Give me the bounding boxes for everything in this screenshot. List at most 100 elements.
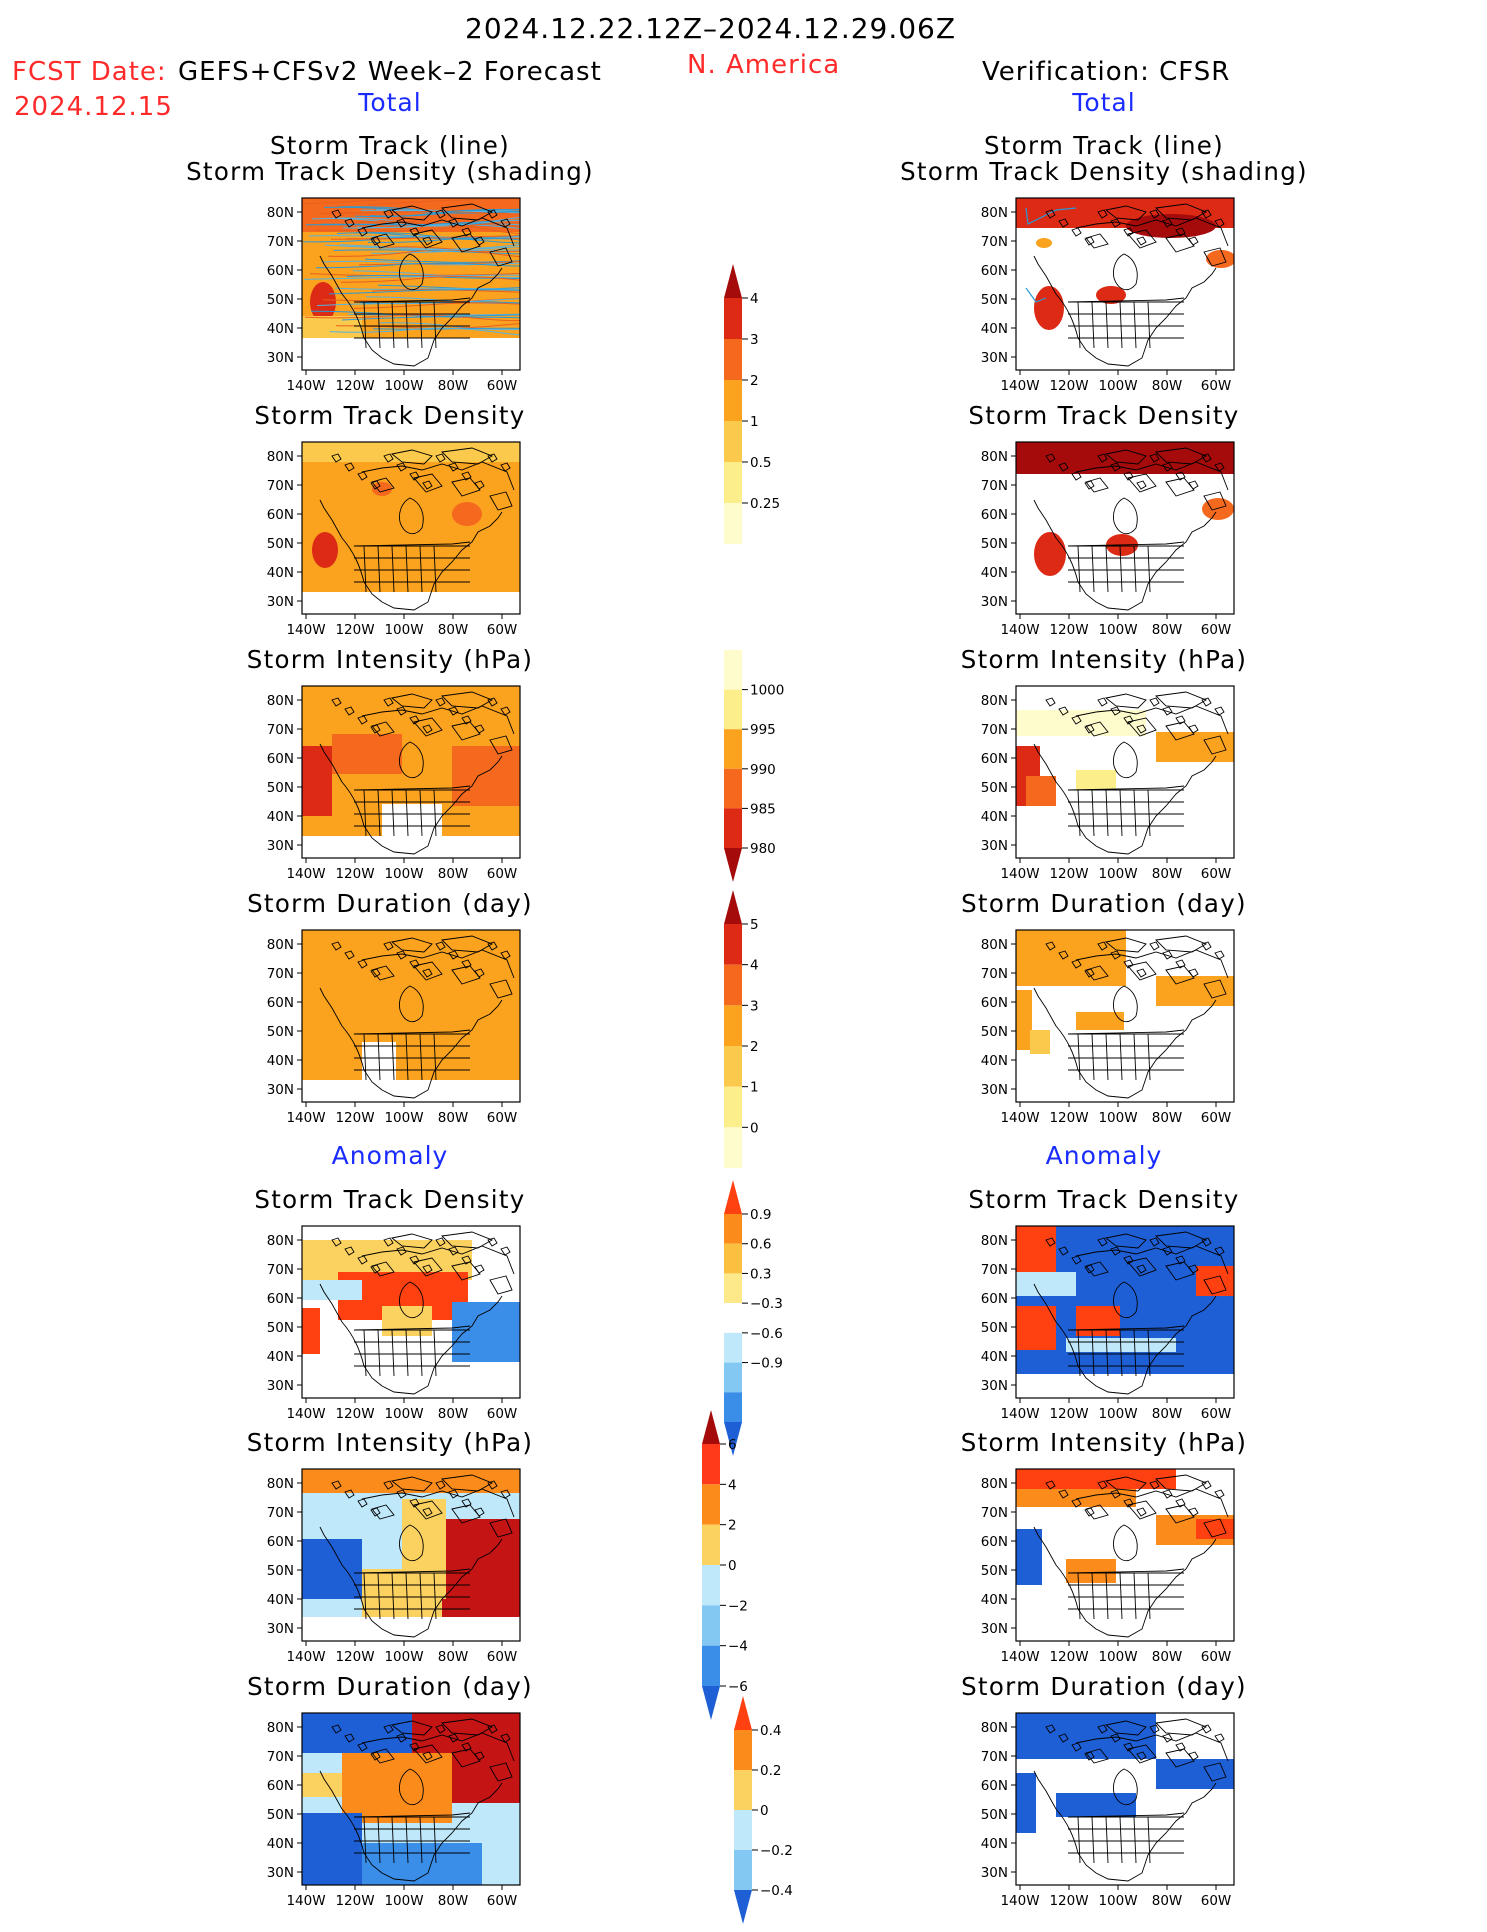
lon-label: 120W — [1049, 1110, 1088, 1126]
storm-track-line — [370, 249, 520, 254]
right-anom-density-title: Storm Track Density — [968, 1185, 1240, 1214]
map-frame — [301, 1225, 521, 1399]
lat-label: 70N — [267, 1749, 294, 1765]
colorbar-segment — [724, 1303, 742, 1333]
lat-label: 30N — [267, 1865, 294, 1881]
colorbar-segment — [734, 1730, 752, 1770]
lat-label: 50N — [267, 1320, 294, 1336]
field-blob — [1206, 250, 1234, 268]
colorbar-cap-top — [724, 890, 742, 924]
map-frame — [301, 929, 521, 1103]
map-frame — [1015, 685, 1235, 859]
lat-label: 60N — [267, 263, 294, 279]
lon-label: 100W — [1098, 866, 1137, 882]
colorbar-segment — [724, 1214, 742, 1244]
colorbar-label: −2 — [728, 1598, 748, 1614]
lon-label: 60W — [487, 378, 518, 394]
lat-label: 30N — [267, 594, 294, 610]
map-background — [302, 442, 520, 614]
colorbar-label: −4 — [728, 1639, 748, 1655]
storm-track-line — [311, 218, 520, 227]
lon-label: 140W — [1000, 1649, 1039, 1665]
storm-track-line — [324, 244, 520, 251]
field-blob — [1034, 532, 1066, 576]
lon-label: 60W — [1201, 1649, 1232, 1665]
colorbar-segment — [724, 689, 742, 730]
lat-label: 50N — [981, 1024, 1008, 1040]
lon-label: 100W — [1098, 1649, 1137, 1665]
right-duration-title: Storm Duration (day) — [961, 889, 1247, 918]
colorbar-segment — [702, 1484, 720, 1525]
lat-label: 50N — [981, 1563, 1008, 1579]
fcst-date-value: 2024.12.15 — [14, 92, 173, 122]
lat-label: 60N — [267, 507, 294, 523]
lon-label: 80W — [438, 378, 469, 394]
storm-track-line — [316, 298, 520, 306]
storm-track-line — [366, 198, 520, 205]
lat-label: 40N — [981, 1053, 1008, 1069]
lat-label: 30N — [981, 350, 1008, 366]
lat-label: 70N — [267, 1262, 294, 1278]
lon-label: 120W — [335, 1406, 374, 1422]
lat-label: 40N — [267, 565, 294, 581]
lon-label: 120W — [1049, 378, 1088, 394]
field-cell — [1016, 1529, 1042, 1585]
left-track-line-title: Storm Track (line) — [269, 131, 511, 160]
map-frame — [301, 197, 521, 371]
left-intensity-title: Storm Intensity (hPa) — [246, 645, 534, 674]
storm-track-line — [336, 232, 520, 240]
lat-label: 60N — [981, 751, 1008, 767]
date-range-title: 2024.12.22.12Z–2024.12.29.06Z — [465, 12, 957, 45]
lon-label: 120W — [335, 378, 374, 394]
colorbar-segment — [702, 1605, 720, 1646]
colorbar-label: 1000 — [750, 683, 784, 699]
lon-label: 60W — [487, 622, 518, 638]
map-panel-fcst-anom-density: 80N 70N 60N 50N 40N 30N 140W 120W 100W 80W 60W — [242, 1220, 540, 1428]
colorbar-label: −0.4 — [760, 1883, 793, 1899]
colorbar-segment — [724, 808, 742, 848]
lat-label: 50N — [981, 292, 1008, 308]
lon-label: 80W — [438, 622, 469, 638]
lon-label: 140W — [286, 866, 325, 882]
field-cell — [302, 1308, 320, 1354]
field-cell — [452, 1302, 520, 1362]
field-cell — [362, 1843, 482, 1885]
lat-label: 70N — [981, 966, 1008, 982]
colorbar-label: 995 — [750, 722, 776, 738]
map-frame — [1015, 1712, 1235, 1886]
left-anomaly-heading: Anomaly — [331, 1141, 449, 1170]
storm-track-line — [1025, 287, 1047, 303]
field-cell — [1056, 1793, 1136, 1817]
colorbar-cap-bottom — [734, 1890, 752, 1924]
storm-track-line — [378, 322, 520, 331]
lon-label: 60W — [487, 866, 518, 882]
colorbar-label: 2 — [728, 1518, 737, 1534]
colorbar-cap-top — [734, 1696, 752, 1730]
colorbar-segment — [724, 768, 742, 809]
field-blob — [452, 502, 482, 526]
lat-label: 80N — [267, 1233, 294, 1249]
storm-track-line — [367, 237, 520, 243]
storm-track-line — [321, 260, 520, 266]
colorbar-label: −6 — [728, 1679, 748, 1695]
map-panel-obs-anom-duration: 80N 70N 60N 50N 40N 30N 140W 120W 100W 80W 60W — [956, 1707, 1254, 1915]
lat-label: 60N — [981, 1534, 1008, 1550]
map-panel-obs-intensity: 80N 70N 60N 50N 40N 30N 140W 120W 100W 80W 60W — [956, 680, 1254, 888]
lon-label: 60W — [1201, 1110, 1232, 1126]
storm-track-line — [353, 302, 520, 309]
lat-label: 80N — [267, 205, 294, 221]
lat-label: 40N — [981, 1592, 1008, 1608]
lat-label: 50N — [267, 1807, 294, 1823]
storm-track-line — [379, 222, 520, 232]
field-blob — [310, 282, 336, 322]
field-cell — [1016, 1374, 1234, 1398]
field-blob — [372, 482, 392, 496]
lon-label: 80W — [1152, 1406, 1183, 1422]
colorbar-label: 4 — [750, 291, 759, 307]
left-anom-density-title: Storm Track Density — [254, 1185, 526, 1214]
lon-label: 140W — [286, 1110, 325, 1126]
field-cell — [302, 338, 520, 370]
right-track-line-title: Storm Track (line) — [983, 131, 1225, 160]
lon-label: 140W — [286, 1406, 325, 1422]
storm-track-line — [315, 262, 520, 269]
